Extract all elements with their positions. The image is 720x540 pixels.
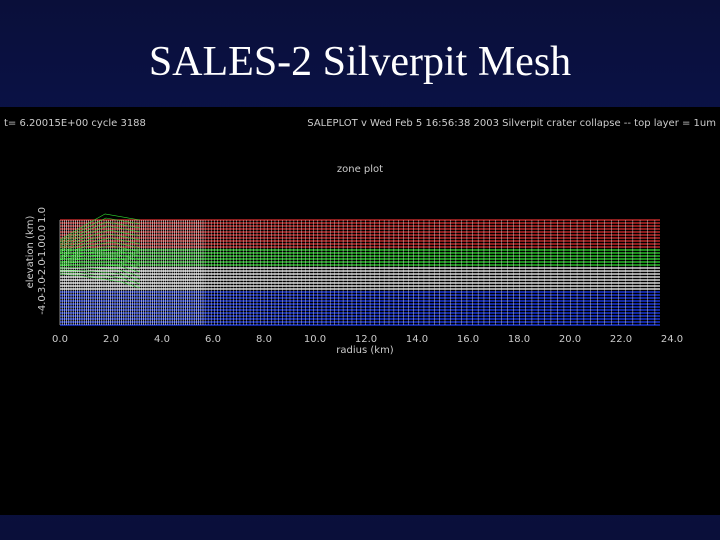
x-label: radius (km) xyxy=(336,345,394,356)
plot-background xyxy=(0,107,720,515)
rim-mesh xyxy=(59,221,141,245)
y-label: elevation (km) xyxy=(25,216,36,289)
x-tick-label: 8.0 xyxy=(256,334,272,345)
x-tick-label: 0.0 xyxy=(52,334,68,345)
rim-mesh xyxy=(59,237,141,253)
rim-mesh xyxy=(59,241,141,255)
rim-mesh xyxy=(59,225,141,247)
x-tick-label: 12.0 xyxy=(355,334,377,345)
rim-mesh xyxy=(59,229,141,249)
rim-mesh xyxy=(59,271,141,285)
x-tick-label: 14.0 xyxy=(406,334,428,345)
header-left: t= 6.20015E+00 cycle 3188 xyxy=(4,118,146,129)
rim-mesh xyxy=(59,257,141,265)
rim-mesh xyxy=(59,269,141,281)
rim-mesh xyxy=(59,253,141,261)
y-tick-label: 1.0 xyxy=(37,207,48,223)
y-tick-label: -2.0 xyxy=(37,259,48,279)
y-tick-label: -3.0 xyxy=(37,277,48,297)
plot-image: t= 6.20015E+00 cycle 3188 SALEPLOT v Wed… xyxy=(0,107,720,515)
rim-mesh xyxy=(59,233,141,251)
x-tick-label: 16.0 xyxy=(457,334,479,345)
x-tick-label: 2.0 xyxy=(103,334,119,345)
rim-mesh xyxy=(59,273,141,289)
x-tick-label: 24.0 xyxy=(661,334,683,345)
x-tick-label: 18.0 xyxy=(508,334,530,345)
rim-mesh xyxy=(59,261,141,269)
x-tick-label: 10.0 xyxy=(304,334,326,345)
y-tick-label: -4.0 xyxy=(37,295,48,315)
y-tick-label: -1.0 xyxy=(37,241,48,261)
rim-mesh xyxy=(59,213,141,241)
rim-mesh xyxy=(59,249,141,259)
x-tick-label: 22.0 xyxy=(610,334,632,345)
rim-mesh xyxy=(59,245,141,257)
x-tick-label: 6.0 xyxy=(205,334,221,345)
y-tick-label: 0.0 xyxy=(37,225,48,241)
rim-mesh xyxy=(59,264,141,273)
x-tick-label: 4.0 xyxy=(154,334,170,345)
mesh xyxy=(59,213,660,326)
header-right: SALEPLOT v Wed Feb 5 16:56:38 2003 Silve… xyxy=(307,118,716,129)
plot-title: zone plot xyxy=(337,164,383,175)
rim-mesh xyxy=(59,217,141,243)
x-tick-label: 20.0 xyxy=(559,334,581,345)
rim-mesh xyxy=(59,267,141,277)
slide-title: SALES-2 Silverpit Mesh xyxy=(148,39,572,85)
